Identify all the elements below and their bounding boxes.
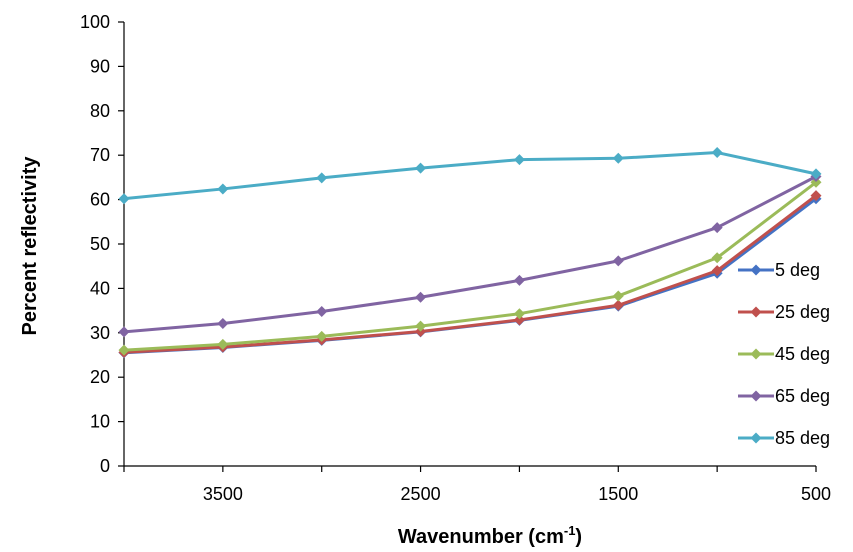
data-point: [711, 147, 723, 159]
series-line: [123, 197, 817, 355]
legend-item: 25 deg: [738, 302, 830, 322]
x-tick-label: 500: [801, 484, 831, 504]
data-point: [513, 314, 525, 326]
data-point: [711, 265, 723, 277]
axes: [123, 22, 816, 467]
data-point: [118, 193, 130, 205]
series-line: [123, 175, 817, 334]
legend-label: 45 deg: [775, 344, 830, 364]
data-point: [415, 162, 427, 174]
data-point: [118, 326, 130, 338]
series-line: [123, 151, 817, 201]
legend-item: 45 deg: [738, 344, 830, 364]
y-tick-label: 90: [90, 56, 110, 76]
legend-swatch-marker: [750, 264, 762, 276]
series-85-deg: [118, 147, 822, 205]
y-tick-label: 10: [90, 412, 110, 432]
y-tick-label: 30: [90, 323, 110, 343]
data-point: [316, 172, 328, 184]
x-tick-label: 3500: [203, 484, 243, 504]
data-point: [810, 190, 822, 202]
x-axis-title-tail: ): [575, 526, 582, 548]
data-point: [217, 338, 229, 350]
data-point: [415, 320, 427, 332]
legend-swatch-marker: [750, 306, 762, 318]
legend-label: 85 deg: [775, 428, 830, 448]
y-tick-label: 70: [90, 145, 110, 165]
y-tick-label: 50: [90, 234, 110, 254]
data-point: [513, 154, 525, 166]
legend: 5 deg 25 deg 45 deg 65 deg 85 deg: [738, 260, 830, 448]
legend-item: 5 deg: [738, 260, 820, 280]
legend-item: 65 deg: [738, 386, 830, 406]
data-point: [118, 344, 130, 356]
data-point: [810, 168, 822, 180]
data-point: [415, 291, 427, 303]
x-tick-label: 1500: [598, 484, 638, 504]
y-tick-label: 20: [90, 367, 110, 387]
x-ticks: 3500 2500 1500 500: [123, 466, 831, 504]
data-point: [612, 255, 624, 267]
y-axis-title: Percent reflectivity: [19, 156, 41, 336]
series-45-deg: [118, 176, 822, 356]
series-layer: [118, 147, 822, 359]
legend-swatch-marker: [750, 432, 762, 444]
y-tick-label: 80: [90, 101, 110, 121]
legend-swatch-marker: [750, 390, 762, 402]
series-line: [123, 181, 817, 352]
x-axis-title-sup: -1: [564, 523, 576, 538]
legend-label: 25 deg: [775, 302, 830, 322]
data-point: [612, 152, 624, 164]
legend-label: 5 deg: [775, 260, 820, 280]
series-25-deg: [118, 190, 822, 358]
series-line: [123, 194, 817, 354]
y-tick-label: 40: [90, 278, 110, 298]
legend-label: 65 deg: [775, 386, 830, 406]
x-tick-label: 2500: [401, 484, 441, 504]
y-tick-label: 0: [100, 456, 110, 476]
data-point: [612, 299, 624, 311]
data-point: [217, 183, 229, 195]
data-point: [513, 308, 525, 320]
data-point: [513, 274, 525, 286]
data-point: [612, 290, 624, 302]
legend-item: 85 deg: [738, 428, 830, 448]
data-point: [316, 330, 328, 342]
legend-swatch-marker: [750, 348, 762, 360]
x-axis-title-main: Wavenumber (cm: [398, 526, 564, 548]
x-axis-title: Wavenumber (cm-1): [398, 523, 582, 548]
data-point: [711, 252, 723, 264]
data-point: [711, 222, 723, 234]
y-tick-label: 100: [80, 12, 110, 32]
y-tick-label: 60: [90, 190, 110, 210]
data-point: [217, 317, 229, 329]
series-5-deg: [118, 193, 822, 359]
data-point: [316, 305, 328, 317]
y-ticks: 0 10 20 30 40 50 60 70 80 90 100: [80, 12, 124, 476]
